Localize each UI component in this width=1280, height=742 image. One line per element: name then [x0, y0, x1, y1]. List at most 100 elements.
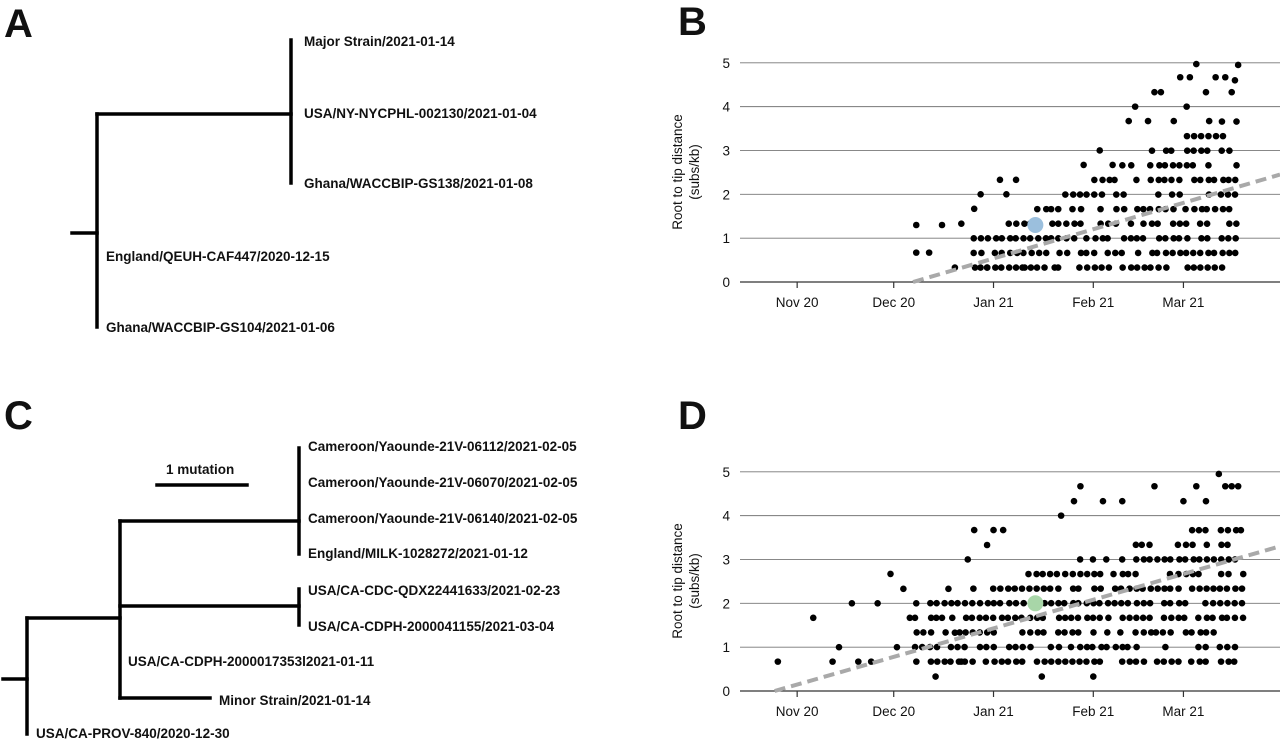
y-axis-label-units: (subs/kb) — [687, 144, 702, 200]
data-point — [1006, 599, 1013, 607]
data-point — [1146, 614, 1153, 622]
data-point — [1224, 235, 1232, 242]
data-point — [951, 629, 959, 636]
data-point — [989, 614, 997, 622]
data-point — [1035, 249, 1043, 257]
data-point — [1026, 629, 1034, 636]
gridlines — [740, 62, 1280, 283]
data-point — [1047, 658, 1055, 665]
data-point — [1104, 235, 1111, 242]
data-point — [1189, 249, 1197, 257]
data-point — [1231, 614, 1239, 622]
data-point — [1041, 658, 1048, 665]
points-group — [774, 470, 1247, 680]
data-point — [1139, 235, 1147, 242]
highlight-point — [1027, 217, 1044, 233]
data-point — [990, 643, 998, 651]
data-point — [945, 585, 952, 593]
data-point — [1003, 191, 1010, 198]
data-point — [1196, 556, 1203, 563]
data-point — [1216, 643, 1224, 651]
tree-tip-label: Ghana/WACCBIP-GS104/2021-01-06 — [106, 320, 335, 335]
data-point — [1210, 585, 1217, 592]
data-point — [1155, 176, 1163, 184]
data-point — [1160, 599, 1168, 607]
data-point — [1133, 599, 1141, 607]
data-point — [1076, 658, 1083, 665]
data-point — [948, 599, 955, 607]
data-point — [1027, 643, 1034, 651]
data-point — [989, 585, 997, 592]
data-point — [1011, 614, 1019, 622]
data-point — [1147, 585, 1155, 592]
data-point — [1160, 614, 1168, 622]
data-point — [1055, 658, 1062, 665]
data-point — [1224, 541, 1231, 549]
data-point — [1168, 614, 1175, 622]
y-tick-label: 5 — [722, 465, 730, 480]
data-point — [1174, 541, 1182, 549]
data-point — [1176, 176, 1183, 184]
trend-line-group — [774, 544, 1280, 693]
data-point — [1196, 249, 1204, 257]
data-point — [1118, 556, 1126, 563]
data-point — [982, 614, 990, 622]
data-point — [1119, 614, 1126, 622]
data-point — [1148, 147, 1156, 155]
data-point — [1188, 526, 1196, 534]
data-point — [1033, 205, 1041, 213]
data-point — [1204, 264, 1211, 271]
data-point — [1224, 191, 1232, 198]
tree-panel-c: 1 mutation Cameroon/Yaounde-21V-06112/20… — [1, 439, 578, 741]
data-point — [1076, 191, 1084, 198]
data-point — [1233, 220, 1240, 228]
data-point — [1070, 497, 1078, 505]
y-tick-label: 2 — [722, 596, 730, 611]
data-point — [1188, 629, 1195, 636]
data-point — [1198, 205, 1206, 213]
data-point — [1132, 658, 1140, 665]
data-point — [1099, 497, 1107, 505]
points-group — [912, 60, 1242, 271]
data-point — [1042, 249, 1050, 257]
data-point — [1205, 117, 1213, 125]
data-point — [1218, 264, 1226, 271]
data-point — [982, 658, 990, 665]
data-point — [1119, 643, 1126, 651]
data-point — [1055, 585, 1062, 592]
data-point — [920, 629, 927, 636]
data-point — [1193, 482, 1200, 490]
data-point — [1004, 585, 1012, 592]
data-point — [983, 264, 991, 271]
data-point — [1124, 643, 1131, 651]
data-point — [1210, 556, 1218, 563]
data-point — [1133, 264, 1141, 271]
data-point — [990, 526, 997, 534]
data-point — [1154, 220, 1161, 228]
data-point — [983, 541, 991, 549]
data-point — [1038, 673, 1046, 680]
data-point — [962, 629, 969, 636]
data-point — [848, 600, 856, 607]
data-point — [893, 643, 901, 651]
data-point — [1018, 585, 1026, 592]
data-point — [1175, 585, 1182, 592]
data-point — [941, 658, 949, 665]
data-point — [1119, 570, 1127, 578]
data-point — [1098, 643, 1105, 651]
data-point — [774, 658, 782, 665]
y-tick-label: 5 — [722, 56, 730, 71]
trend-line — [774, 544, 1280, 693]
data-point — [1217, 526, 1225, 534]
data-point — [933, 614, 940, 622]
data-point — [912, 221, 920, 229]
data-point — [1061, 614, 1069, 622]
data-point — [1055, 220, 1062, 228]
data-point — [1061, 570, 1069, 578]
data-point — [1146, 556, 1153, 563]
data-point — [1205, 132, 1212, 140]
data-point — [1033, 570, 1040, 578]
data-point — [1168, 191, 1176, 198]
data-point — [1162, 643, 1169, 651]
data-point — [1217, 191, 1225, 198]
